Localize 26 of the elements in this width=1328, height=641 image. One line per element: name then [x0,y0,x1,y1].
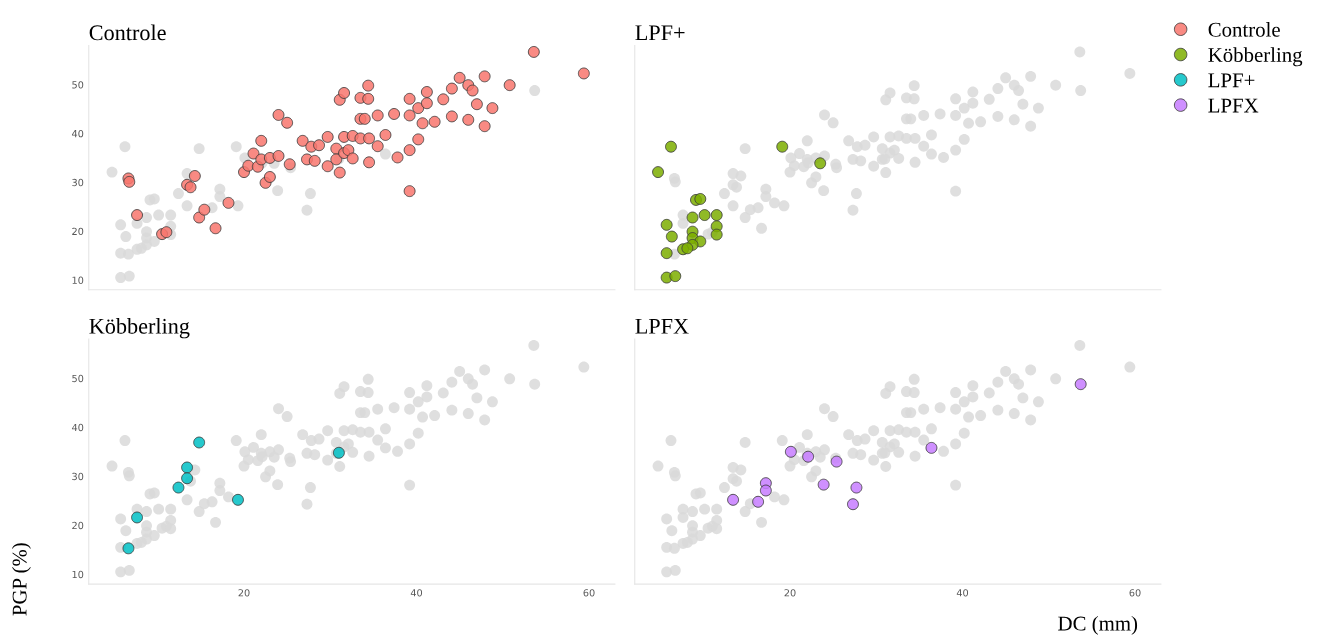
y-tick-label: 20 [72,227,84,236]
x-tick-label: 40 [956,589,969,597]
x-tick-label: 20 [238,589,250,597]
y-tick-label: 30 [72,472,84,481]
legend-label: Controle [1208,22,1280,37]
y-tick-label: 40 [71,129,84,138]
legend-label: LPF+ [1208,73,1255,88]
x-tick-label: 60 [1129,589,1141,597]
chart-title: Köbberling [89,318,190,339]
x-tick-label: 20 [784,589,796,597]
y-tick-label: 10 [72,276,84,284]
chart-title: LPF+ [635,25,685,41]
legend-label: Köbberling [1208,47,1303,67]
y-tick-label: 30 [72,178,84,187]
y-tick-label: 10 [72,570,84,579]
y-tick-label: 50 [72,374,84,383]
chart-title: Controle [89,24,166,41]
x-tick-label: 40 [410,589,423,597]
x-tick-label: 60 [583,589,595,597]
x-axis-title: DC (mm) [1058,615,1138,635]
y-tick-label: 20 [72,521,84,530]
y-tick-label: 40 [71,423,84,432]
y-axis-title: PGP (%) [11,543,31,616]
chart-title: LPFX [635,318,689,334]
legend-label: LPFX [1208,98,1259,113]
y-tick-label: 50 [72,81,84,89]
